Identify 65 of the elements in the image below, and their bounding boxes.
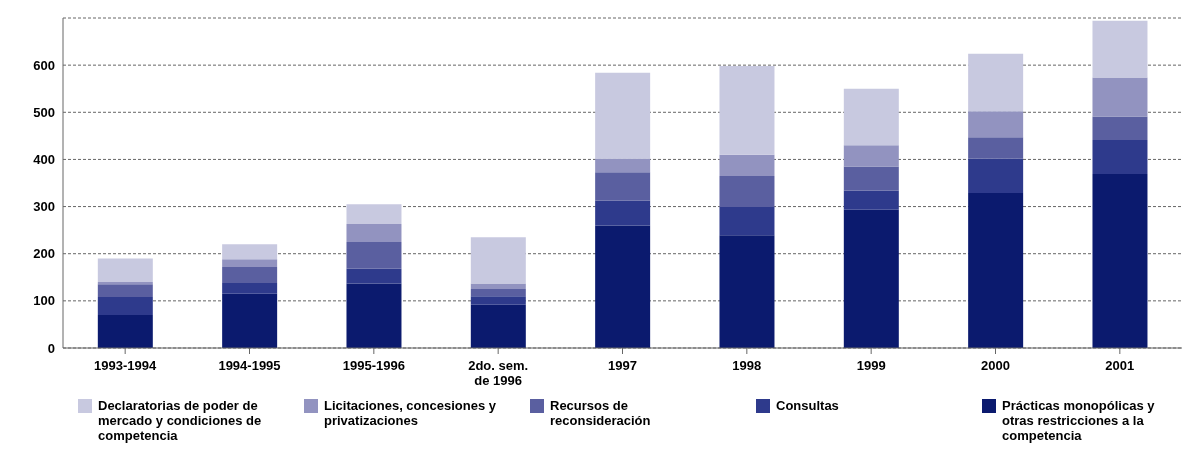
bar — [843, 190, 899, 210]
x-tick-label: 1997 — [608, 358, 637, 373]
bar — [470, 283, 526, 290]
bar — [470, 296, 526, 305]
bar — [968, 53, 1024, 112]
bar — [719, 235, 775, 348]
bar — [470, 304, 526, 348]
bar — [843, 166, 899, 191]
legend-label: Licitaciones, concesiones y privatizaciones — [324, 398, 497, 428]
bar — [1092, 20, 1148, 78]
legend-label: Declaratorias de poder de mercado y condiciones de competencia — [98, 398, 263, 443]
bar — [595, 225, 651, 348]
bar — [222, 266, 278, 283]
bar — [843, 209, 899, 348]
bar — [595, 172, 651, 201]
bar — [346, 241, 402, 269]
bar — [346, 268, 402, 284]
bar — [719, 154, 775, 176]
bar — [222, 244, 278, 260]
bar — [968, 111, 1024, 138]
bar — [719, 207, 775, 236]
y-tick-label: 300 — [33, 199, 55, 215]
legend-label: Prácticas monopólicas y otras restricciones a la competencia — [1002, 398, 1156, 443]
bar — [1092, 174, 1148, 348]
bar — [968, 192, 1024, 348]
y-tick-label: 100 — [33, 293, 55, 309]
x-tick-label: 1998 — [732, 358, 762, 373]
bar — [1092, 77, 1148, 117]
bar — [595, 200, 651, 226]
y-tick-label: 0 — [47, 340, 55, 356]
bar — [719, 66, 775, 155]
y-tick-label: 500 — [33, 104, 55, 120]
bar — [97, 297, 153, 315]
bar — [97, 284, 153, 298]
bar — [1092, 116, 1148, 141]
bar — [222, 282, 278, 294]
bar — [968, 158, 1024, 193]
x-tick-label: 1994-1995 — [218, 358, 281, 373]
bar — [719, 175, 775, 208]
x-tick-label: 2000 — [981, 358, 1010, 373]
bar — [346, 224, 402, 242]
bar — [222, 293, 278, 348]
y-tick-label: 600 — [33, 57, 55, 73]
bar — [470, 237, 526, 284]
bar — [595, 158, 651, 173]
x-tick-label: 2do. sem. de 1996 — [468, 358, 529, 388]
x-tick-label: 1993-1994 — [94, 358, 158, 373]
legend-label: Consultas — [776, 398, 839, 413]
x-tick-label: 1995-1996 — [342, 358, 405, 373]
bar — [346, 204, 402, 225]
bar — [97, 258, 153, 282]
bar — [222, 259, 278, 267]
bar — [470, 289, 526, 297]
bar — [97, 315, 153, 348]
legend-label: Recursos de reconsideración — [550, 398, 652, 428]
bar — [968, 137, 1024, 159]
x-tick-label: 2001 — [1105, 358, 1135, 373]
bar — [595, 72, 651, 159]
y-tick-label: 400 — [33, 152, 55, 168]
y-tick-label: 200 — [33, 246, 55, 262]
x-tick-label: 1999 — [856, 358, 886, 373]
bar — [1092, 140, 1148, 175]
bar — [843, 88, 899, 146]
bar — [843, 145, 899, 167]
bar — [346, 283, 402, 348]
